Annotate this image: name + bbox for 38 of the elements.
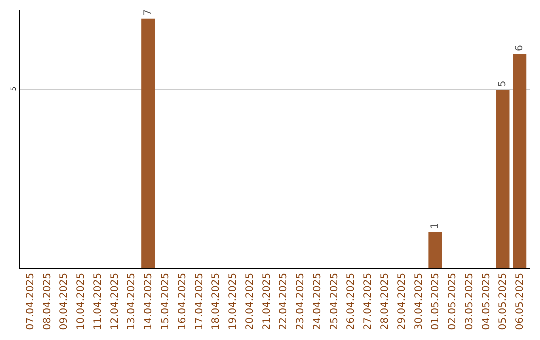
x-tick-label: 29.04.2025 [396,273,408,330]
x-tick-label: 22.04.2025 [278,273,290,330]
x-tick-label: 06.05.2025 [515,273,526,330]
x-tick-label: 21.04.2025 [262,273,273,330]
x-tick-label: 03.05.2025 [464,273,476,330]
bar [513,54,527,268]
x-tick-label: 28.04.2025 [380,273,392,330]
x-tick-label: 14.04.2025 [144,273,155,330]
x-tick-label: 12.04.2025 [110,273,121,330]
data-label: 6 [514,45,526,52]
x-tick-label: 19.04.2025 [228,273,240,330]
x-tick-label: 11.04.2025 [92,273,104,330]
data-label: 7 [142,10,154,16]
x-tick-label: 07.04.2025 [25,273,36,330]
x-tick-label: 16.04.2025 [177,273,188,330]
x-tick-label: 18.04.2025 [211,273,222,330]
data-label: 5 [497,80,508,88]
x-tick-label: 23.04.2025 [296,273,307,330]
bar [428,232,442,268]
x-tick-label: 30.04.2025 [414,273,425,330]
x-tick-label: 24.04.2025 [312,273,324,330]
bar [142,18,156,268]
x-tick-label: 05.05.2025 [498,273,510,330]
x-tick-label: 17.04.2025 [194,273,206,330]
data-label: 1 [430,223,441,230]
x-tick-label: 09.04.2025 [59,273,70,330]
x-tick-label: 01.05.2025 [430,273,442,330]
x-tick-label: 02.05.2025 [448,273,459,330]
x-tick-label: 10.04.2025 [76,273,88,330]
x-tick-label: 26.04.2025 [346,273,358,330]
x-tick-label: 08.04.2025 [42,273,54,330]
x-tick-label: 27.04.2025 [363,273,374,330]
bar [496,90,510,268]
x-tick-label: 15.04.2025 [160,273,172,330]
x-tick-label: 04.05.2025 [481,273,492,330]
x-tick-label: 13.04.2025 [126,273,138,330]
x-tick-label: 25.04.2025 [329,273,340,330]
x-tick-label: 20.04.2025 [244,273,256,330]
